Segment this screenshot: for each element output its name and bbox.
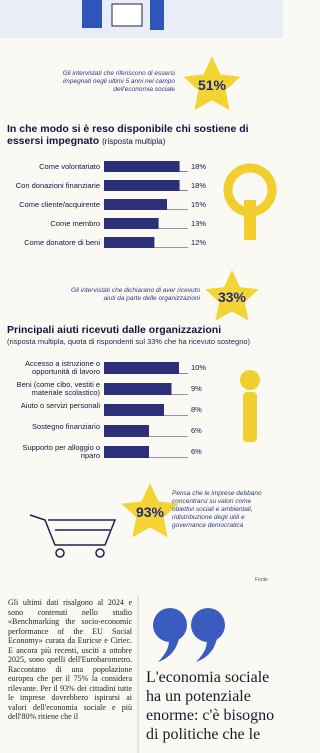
category-label: Beni (come cibo, vestiti e materiale sco… — [2, 381, 100, 397]
bar — [104, 425, 149, 437]
quote: L'economia sociale ha un potenziale enor… — [146, 668, 281, 744]
category-label: Aiuto o servizi personali — [2, 402, 100, 410]
chart-subtitle: (risposta multipla) — [102, 137, 165, 146]
value-label: 12% — [191, 238, 206, 247]
value-label: 18% — [191, 162, 206, 171]
bar — [104, 180, 180, 191]
value-label: 18% — [191, 181, 206, 190]
illustration — [150, 0, 164, 30]
stat-value: 51% — [187, 77, 237, 93]
value-label: 15% — [191, 200, 206, 209]
category-label: Con donazioni finanziarie — [2, 182, 100, 190]
article: Gli ultimi dati risalgono al 2024 e sono… — [8, 598, 132, 722]
category-label: Come membro — [2, 220, 100, 228]
illustration — [112, 4, 142, 26]
value-label: 6% — [191, 426, 202, 435]
bar — [104, 218, 159, 229]
bar — [104, 199, 167, 210]
category-label: Sostegno finanziario — [2, 423, 100, 431]
value-label: 13% — [191, 219, 206, 228]
source: Fonte — [255, 577, 268, 583]
category-label: Come volontariato — [2, 163, 100, 171]
quote-mark — [153, 608, 225, 662]
stat-value: 93% — [125, 504, 175, 520]
illustration — [244, 200, 256, 240]
chart-title: Principali aiuti ricevuti dalle organizz… — [7, 324, 277, 336]
stat-text: Gli intervistati che riferiscono di esse… — [60, 70, 175, 94]
illustration — [240, 370, 260, 390]
chart-title-block: In che modo si è reso disponibile chi so… — [7, 123, 277, 148]
category-label: Accesso a istruzione o opportunità di la… — [2, 360, 100, 376]
chart-subtitle: (risposta multipla, quota di rispondenti… — [7, 337, 283, 346]
cart — [30, 515, 115, 557]
stat-text: Gli intervistati che dichiarano di aver … — [70, 287, 200, 303]
category-label: Supporto per alloggio o riparo — [2, 444, 100, 460]
value-label: 6% — [191, 447, 202, 456]
category-label: Come cliente/acquirente — [2, 201, 100, 209]
page: Gli intervistati che riferiscono di esse… — [0, 0, 283, 753]
stat-value: 33% — [207, 289, 257, 305]
value-label: 8% — [191, 405, 202, 414]
value-label: 9% — [191, 384, 202, 393]
bar — [104, 404, 164, 416]
bar — [104, 383, 172, 395]
category-label: Come donatore di beni — [2, 239, 100, 247]
stat-text: Pensa che le imprese debbano concentrars… — [172, 490, 272, 530]
illustration — [82, 0, 102, 28]
bar — [104, 161, 180, 172]
value-label: 10% — [191, 363, 206, 372]
illustration — [243, 392, 257, 442]
bar — [104, 446, 149, 458]
bar — [104, 362, 179, 374]
bar — [104, 237, 154, 248]
